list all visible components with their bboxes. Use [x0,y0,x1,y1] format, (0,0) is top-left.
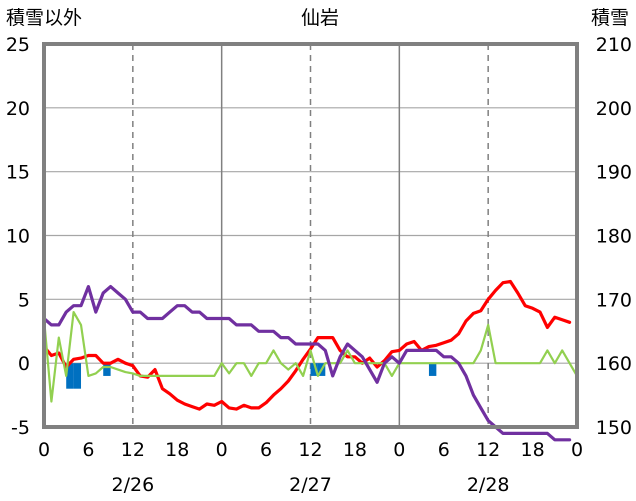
date-label: 2/27 [289,474,332,496]
left-tick-label: 25 [6,34,30,56]
x-tick-label: 0 [216,439,228,461]
x-tick-label: 12 [298,439,322,461]
date-label: 2/26 [111,474,154,496]
x-tick-label: 6 [82,439,94,461]
left-tick-label: 5 [18,289,30,311]
right-axis-ticks: 210 200 190 180 170 160 150 [596,34,632,439]
left-tick-label: 20 [6,98,30,120]
x-tick-label: 18 [165,439,189,461]
right-tick-label: 210 [596,34,632,56]
right-tick-label: 160 [596,353,632,375]
left-tick-label: 0 [18,353,30,375]
wind-line [42,311,579,403]
x-tick-label: 0 [393,439,405,461]
x-tick-label: 12 [121,439,145,461]
precipitation-bar [103,363,111,376]
right-tick-label: 170 [596,289,632,311]
right-tick-label: 180 [596,226,632,248]
left-axis-ticks: 25 20 15 10 5 0 -5 [6,34,30,439]
right-tick-label: 190 [596,162,632,184]
precipitation-bar [66,363,74,389]
date-label: 2/28 [467,474,510,496]
left-axis-title: 積雪以外 [6,7,82,29]
x-tick-label: 6 [438,439,450,461]
precipitation-bar [73,363,82,389]
x-tick-label: 18 [343,439,367,461]
x-tick-label: 0 [38,439,50,461]
temperature-line [42,279,572,411]
series-lines [42,279,579,442]
x-tick-label: 6 [260,439,272,461]
snow_depth-line [42,285,572,442]
precipitation-bar [310,363,318,376]
left-tick-label: -5 [11,417,30,439]
right-tick-label: 150 [596,417,632,439]
x-tick-label: 0 [571,439,583,461]
chart-title: 仙岩 [301,7,339,29]
x-tick-label: 12 [476,439,500,461]
x-axis-ticks: 0 6 12 18 0 6 12 18 0 6 12 18 0 [38,439,583,461]
right-tick-label: 200 [596,98,632,120]
date-labels: 2/26 2/27 2/28 [111,474,509,496]
left-tick-label: 10 [6,226,30,248]
right-axis-title: 積雪 [591,7,629,29]
plot-frame [42,42,579,429]
precipitation-bar [428,363,437,376]
x-tick-label: 18 [520,439,544,461]
left-tick-label: 15 [6,162,30,184]
